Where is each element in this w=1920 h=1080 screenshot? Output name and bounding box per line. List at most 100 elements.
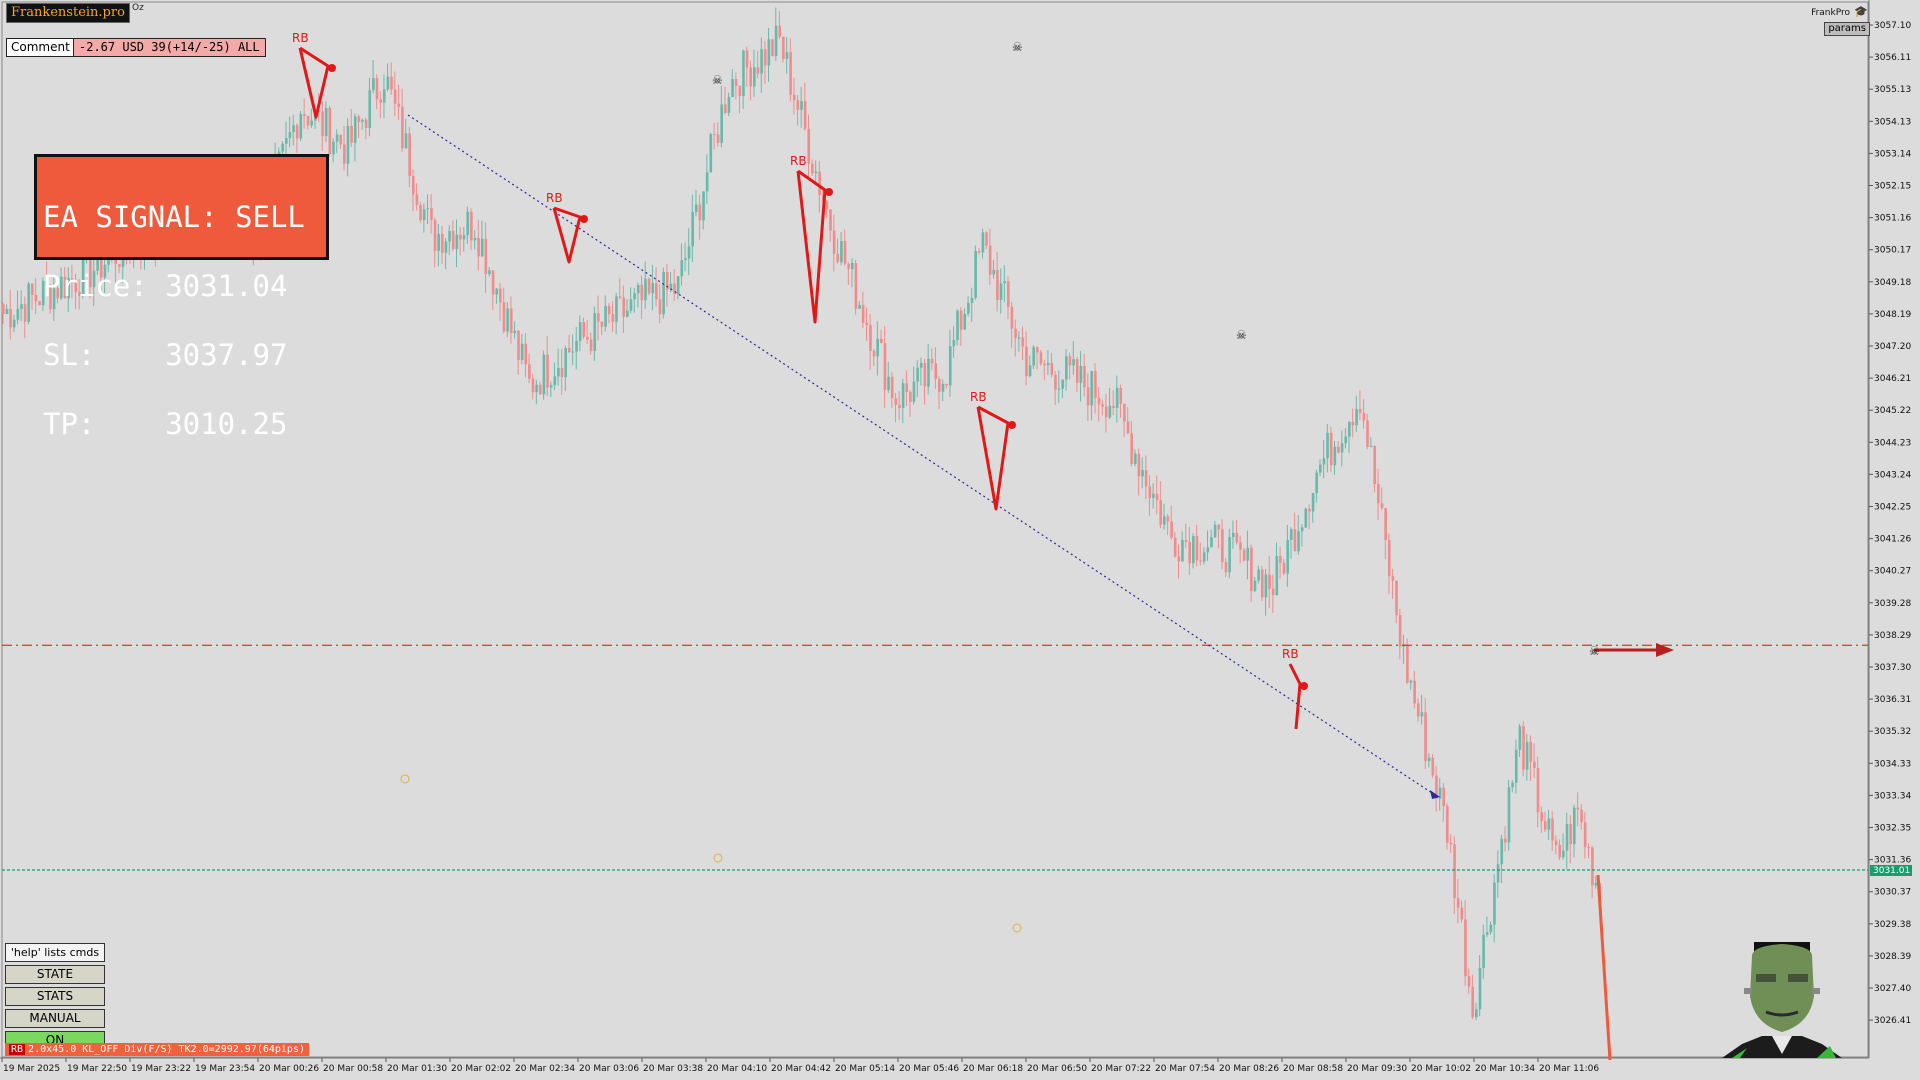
- price-tick-label: 3055.13: [1874, 85, 1911, 95]
- rb-pattern[interactable]: [552, 206, 582, 264]
- candle-body: [1192, 536, 1195, 564]
- comment-button[interactable]: Comment: [6, 38, 75, 57]
- candle-body: [1079, 366, 1083, 383]
- time-tick-label: 20 Mar 07:54: [1155, 1064, 1215, 1074]
- candle-body: [858, 304, 861, 309]
- candle-body: [1475, 1009, 1478, 1018]
- candle-body: [927, 358, 930, 387]
- sell-marker-icon: [328, 64, 336, 72]
- help-button[interactable]: 'help' lists cmds: [5, 943, 105, 962]
- candle-body: [303, 114, 306, 116]
- candle-body: [1271, 589, 1275, 596]
- candle-body: [1195, 536, 1199, 561]
- price-tick-label: 3028.39: [1874, 952, 1911, 962]
- time-tick-label: 19 Mar 22:50: [67, 1064, 127, 1074]
- candle-body: [963, 313, 967, 330]
- candle-body: [633, 293, 636, 300]
- candle-body: [368, 90, 372, 128]
- rb-pattern[interactable]: [1288, 663, 1302, 730]
- candle-body: [118, 264, 121, 267]
- params-button[interactable]: params: [1824, 22, 1870, 36]
- stats-button[interactable]: STATS: [5, 987, 105, 1006]
- graduation-cap-icon[interactable]: 🎓: [1854, 5, 1868, 18]
- price-tick-label: 3027.40: [1874, 984, 1911, 994]
- candle-body: [938, 378, 941, 392]
- candle-body: [1522, 726, 1525, 770]
- candle-body: [749, 67, 753, 87]
- candle-body: [1217, 524, 1221, 530]
- candle-body: [1300, 527, 1304, 532]
- time-tick-label: 19 Mar 23:22: [131, 1064, 191, 1074]
- candle-body: [567, 347, 571, 352]
- candle-body: [800, 101, 803, 110]
- candle-body: [996, 269, 999, 301]
- candle-body: [1344, 436, 1348, 444]
- candle-body: [1380, 503, 1384, 509]
- candle-body: [655, 282, 658, 300]
- candle-body: [473, 238, 477, 241]
- candle-body: [1043, 363, 1046, 366]
- candle-body: [760, 49, 763, 74]
- candle-body: [1540, 812, 1543, 822]
- candle-body: [647, 278, 651, 294]
- candle-body: [1558, 844, 1562, 858]
- candle-body: [9, 309, 12, 328]
- candle-body: [480, 238, 484, 257]
- candle-body: [549, 385, 553, 388]
- status-tag: RB: [9, 1044, 26, 1055]
- candle-body: [1250, 547, 1253, 592]
- price-tick-label: 3050.17: [1874, 246, 1911, 256]
- candle-body: [959, 310, 963, 330]
- state-button[interactable]: STATE: [5, 965, 105, 984]
- candle-body: [1315, 472, 1319, 493]
- rb-pattern[interactable]: [976, 405, 1010, 511]
- rb-pattern-label: RB: [292, 31, 309, 45]
- candle-body: [731, 79, 734, 97]
- candle-body: [593, 313, 597, 351]
- candle-body: [67, 278, 70, 299]
- candle-body: [1221, 529, 1224, 563]
- candle-body: [1460, 907, 1464, 920]
- candle-body: [1348, 421, 1351, 437]
- candle-body: [1591, 847, 1594, 886]
- trend-line[interactable]: [407, 114, 1439, 798]
- candle-body: [571, 351, 575, 353]
- candle-body: [847, 263, 850, 270]
- candle-body: [967, 302, 970, 314]
- candle-body: [1046, 362, 1050, 366]
- candle-body: [41, 280, 45, 306]
- time-tick-label: 20 Mar 06:18: [963, 1064, 1023, 1074]
- candle-body: [23, 304, 27, 322]
- time-tick-label: 19 Mar 2025: [3, 1064, 60, 1074]
- candle-body: [1536, 768, 1540, 813]
- candle-body: [470, 211, 473, 241]
- candle-body: [988, 245, 992, 275]
- sell-marker-icon: [580, 215, 588, 223]
- candle-body: [1438, 787, 1442, 799]
- time-tick-label: 20 Mar 10:02: [1411, 1064, 1471, 1074]
- rb-pattern[interactable]: [796, 169, 827, 324]
- candle-body: [811, 163, 814, 174]
- candle-body: [767, 39, 771, 66]
- skull-icon: ☠: [1589, 644, 1600, 658]
- candle-body: [1148, 486, 1152, 498]
- candle-body: [887, 376, 890, 391]
- command-panel: 'help' lists cmds STATE STATS MANUAL ON: [5, 943, 105, 1053]
- candle-body: [52, 288, 56, 310]
- manual-button[interactable]: MANUAL: [5, 1009, 105, 1028]
- ea-status-bar: RB 2.0x45.0 KL_OFF Div(F/S) TK2.0=2992.97…: [5, 1043, 309, 1056]
- candle-body: [1061, 379, 1065, 389]
- candle-body: [578, 322, 582, 341]
- candle-body: [1297, 531, 1300, 552]
- candle-body: [796, 100, 800, 110]
- time-tick-label: 19 Mar 23:54: [195, 1064, 255, 1074]
- candle-body: [665, 272, 669, 290]
- candle-body: [16, 308, 20, 320]
- candle-body: [589, 339, 593, 351]
- candle-body: [1253, 580, 1257, 592]
- candle-body: [1115, 387, 1119, 409]
- candle-body: [607, 305, 611, 315]
- candle-body: [999, 283, 1003, 301]
- candle-body: [538, 384, 542, 395]
- rb-pattern[interactable]: [298, 46, 330, 119]
